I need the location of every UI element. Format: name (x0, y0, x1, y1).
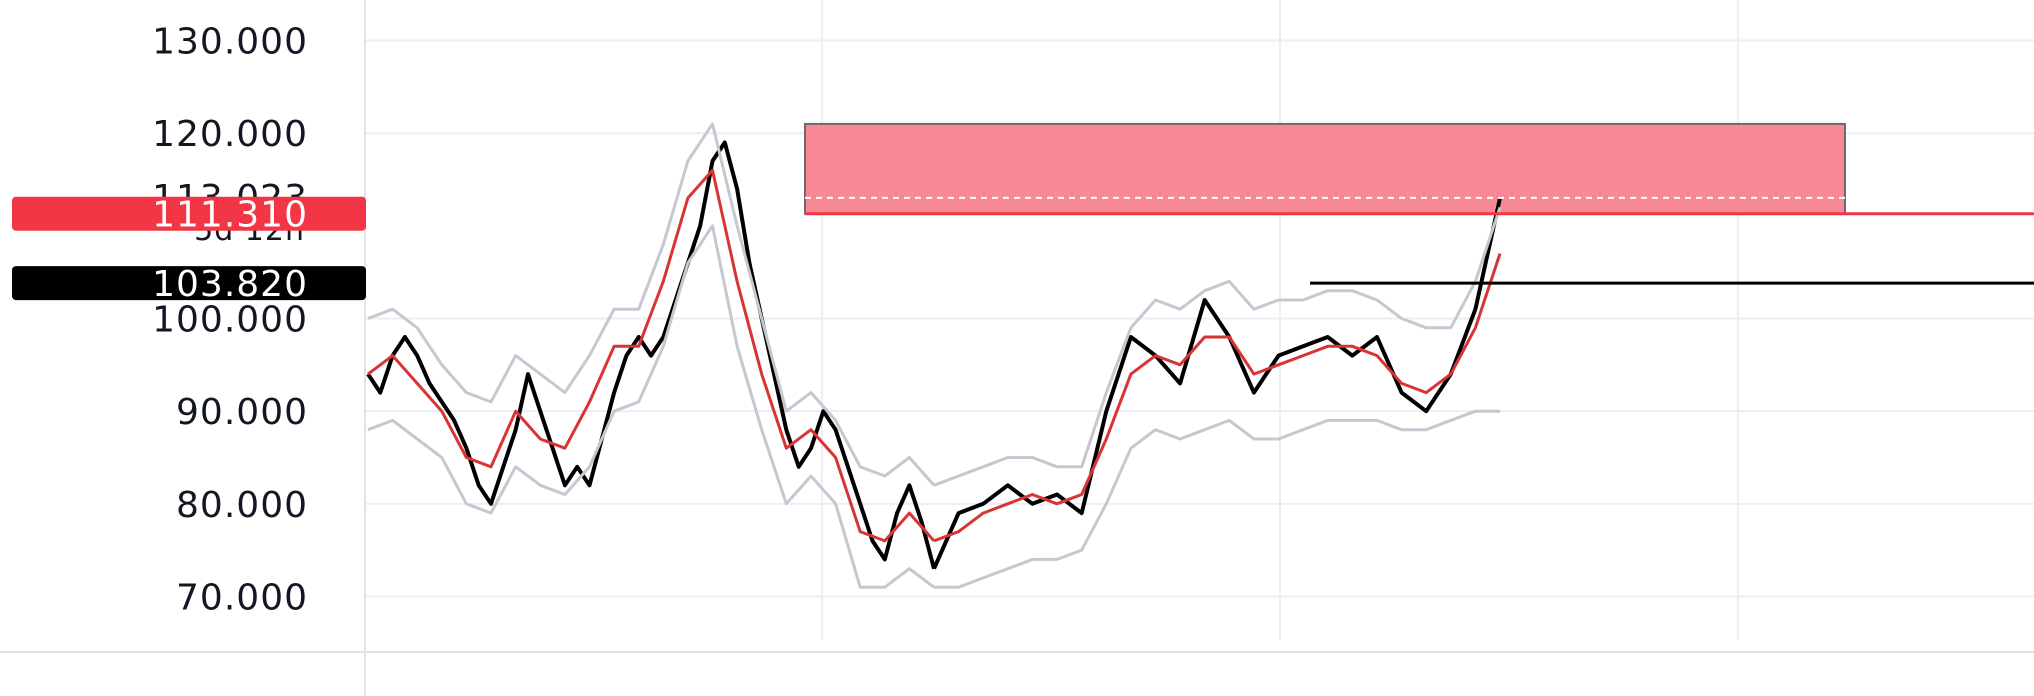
series-layer (366, 122, 1502, 589)
price-badge-label-0: 111.310 (152, 195, 308, 236)
series-line-6 (933, 206, 1502, 487)
y-tick-label-1: 120.000 (152, 114, 308, 155)
series-line-2 (367, 122, 936, 487)
price-badge-0[interactable] (12, 196, 366, 231)
series-line-0 (366, 140, 936, 570)
series-line-3 (367, 224, 935, 589)
series-line-4 (932, 197, 1502, 570)
price-badge-label-1: 103.820 (152, 264, 308, 305)
series-line-1 (367, 168, 936, 543)
price-badge-1[interactable] (12, 266, 366, 301)
series-line-7 (934, 409, 1500, 589)
price-level-layer (805, 196, 2034, 285)
supply-zone[interactable] (804, 122, 1846, 215)
y-tick-label-0: 130.000 (152, 22, 308, 63)
supply-zone-layer (804, 122, 1846, 215)
price-axis[interactable]: 130.000 120.000 100.000 90.000 80.000 70.000 1… (12, 22, 366, 619)
series-line-5 (933, 253, 1502, 543)
y-tick-label-2: 100.000 (152, 300, 308, 341)
y-tick-label-5: 70.000 (176, 577, 308, 618)
y-tick-label-3: 90.000 (176, 392, 308, 433)
y-tick-label-4: 80.000 (176, 485, 308, 526)
